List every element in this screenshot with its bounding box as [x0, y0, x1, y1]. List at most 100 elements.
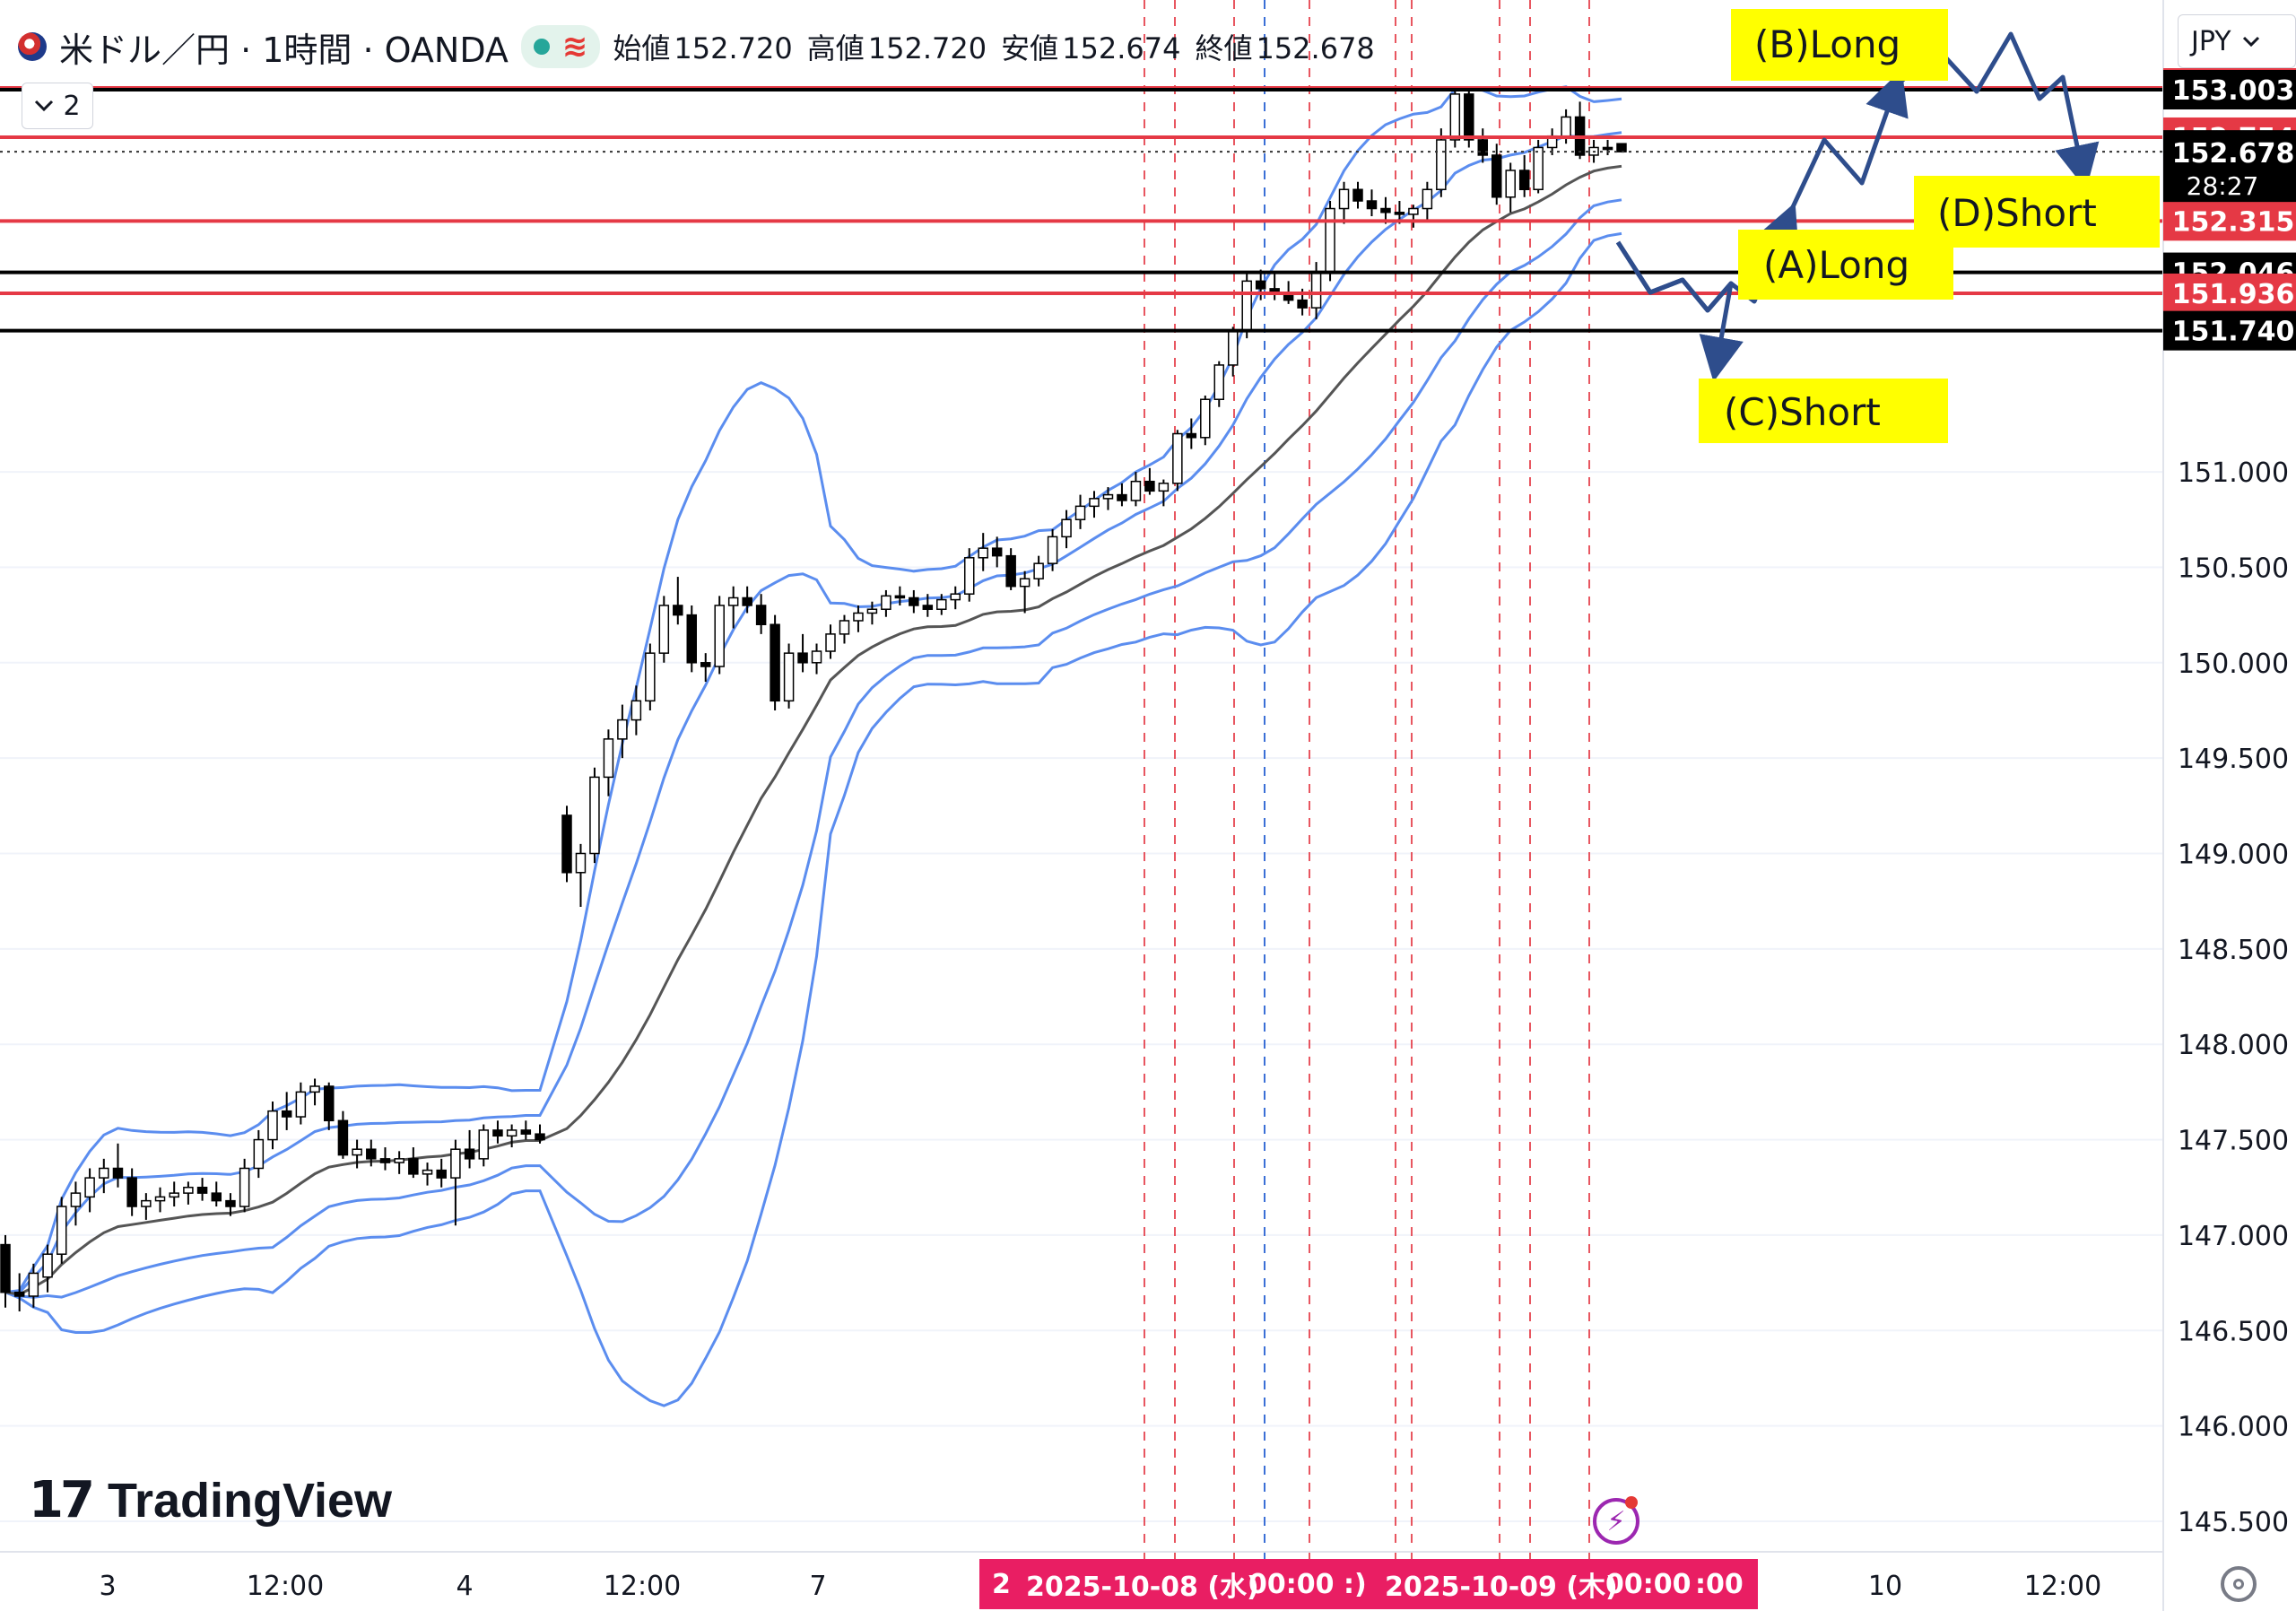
chevron-down-icon [35, 100, 54, 112]
price-level-label: 151.740 [2172, 317, 2295, 348]
candle-body [84, 1177, 95, 1198]
price-label-box [2163, 201, 2296, 241]
candle [366, 1139, 377, 1167]
candle [323, 1082, 335, 1130]
candle-body [853, 612, 864, 622]
market-status-badge[interactable]: ≋ [520, 25, 601, 68]
time-tick-label: 7 [809, 1571, 826, 1602]
candle [1200, 395, 1211, 446]
candle [253, 1129, 265, 1179]
candle [506, 1124, 517, 1148]
candle [714, 596, 725, 675]
candle [1130, 472, 1142, 507]
candle-body [839, 620, 850, 635]
candle [617, 704, 628, 759]
candle [631, 685, 642, 736]
candle [535, 1124, 545, 1144]
candle [126, 1168, 137, 1216]
candle-body [1033, 562, 1044, 579]
range-time1: 00:00 [1248, 1568, 1335, 1600]
current-price-label: 152.678 [2172, 138, 2295, 170]
candle [742, 586, 752, 614]
candle-body [112, 1167, 124, 1179]
candle-body [450, 1148, 461, 1179]
candle-body [1061, 518, 1072, 538]
candle-body [70, 1192, 82, 1207]
candle-body [535, 1133, 545, 1141]
candle-body [352, 1148, 362, 1156]
time-tick-label: 10 [1868, 1571, 1902, 1602]
candle [1102, 487, 1114, 510]
candle-body [520, 1129, 532, 1135]
scenario-arrow-2 [1782, 69, 1909, 226]
scenario-arrow-1 [1615, 240, 1744, 382]
candle-body [408, 1158, 419, 1175]
bollinger-band-upper-1 [5, 131, 1622, 1294]
candle-body [561, 814, 572, 874]
candle [1089, 491, 1100, 518]
candle [70, 1181, 82, 1226]
candle-body [936, 598, 947, 610]
candle [1408, 205, 1419, 228]
candle [492, 1120, 503, 1144]
flash-icon[interactable]: ⚡ [1593, 1498, 1639, 1545]
candle-body [1477, 139, 1489, 156]
candle [112, 1143, 124, 1188]
price-tick-label: 145.500 [2178, 1507, 2289, 1538]
candle [1422, 181, 1433, 221]
candle-body [1227, 329, 1239, 366]
candle [1005, 548, 1016, 590]
candle [700, 653, 711, 683]
candle [1505, 162, 1516, 213]
candle-body [1338, 188, 1350, 210]
candle [575, 843, 587, 908]
candle [1533, 139, 1544, 194]
time-tick-label: 12:00 [604, 1571, 681, 1602]
indicator-collapse-button[interactable]: 2 [22, 83, 93, 129]
tradingview-logo[interactable]: 17 TradingView [29, 1471, 392, 1529]
candle-body [394, 1158, 404, 1163]
symbol-title[interactable]: 米ドル／円 · 1時間 · OANDA [59, 30, 509, 70]
currency-selector[interactable]: JPY [2178, 14, 2296, 68]
candle-body [645, 652, 656, 702]
candle [589, 767, 600, 864]
time-tick-label: 12:00 [2024, 1571, 2101, 1602]
price-tick-label: 147.500 [2178, 1126, 2289, 1157]
candle [1158, 479, 1170, 507]
candle-body [963, 557, 975, 595]
price-label-box [2163, 70, 2296, 109]
candle-body [686, 614, 698, 664]
market-open-dot-icon [533, 39, 550, 55]
candle-body [506, 1129, 517, 1137]
time-tick-label: 12:00 [247, 1571, 324, 1602]
price-label-box [2163, 273, 2296, 313]
candle [797, 633, 808, 673]
candle [1602, 139, 1613, 155]
candle [13, 1273, 25, 1312]
candle-body [492, 1129, 503, 1137]
price-label-box [2163, 310, 2296, 351]
candle [1436, 128, 1447, 197]
candle [99, 1158, 109, 1194]
candle [379, 1147, 391, 1171]
candle [825, 624, 836, 659]
candle [337, 1110, 349, 1159]
candle [1117, 483, 1127, 507]
candle-body [755, 605, 767, 625]
candle-body [1019, 578, 1031, 588]
candle [963, 548, 975, 602]
candle-body [1602, 146, 1613, 151]
candle-body [323, 1085, 335, 1122]
candle [1172, 430, 1183, 492]
candle-body [1172, 432, 1183, 484]
candle [394, 1151, 404, 1174]
candle [1241, 271, 1252, 339]
candle-body [154, 1196, 166, 1202]
price-tick-label: 150.500 [2178, 553, 2289, 584]
settings-icon[interactable] [2221, 1566, 2257, 1602]
candle [281, 1092, 292, 1130]
time-axis: 3 12:00 4 12:00 7 10 12:00 [0, 1551, 2163, 1602]
candle [1366, 189, 1378, 217]
candle-body [727, 597, 739, 606]
